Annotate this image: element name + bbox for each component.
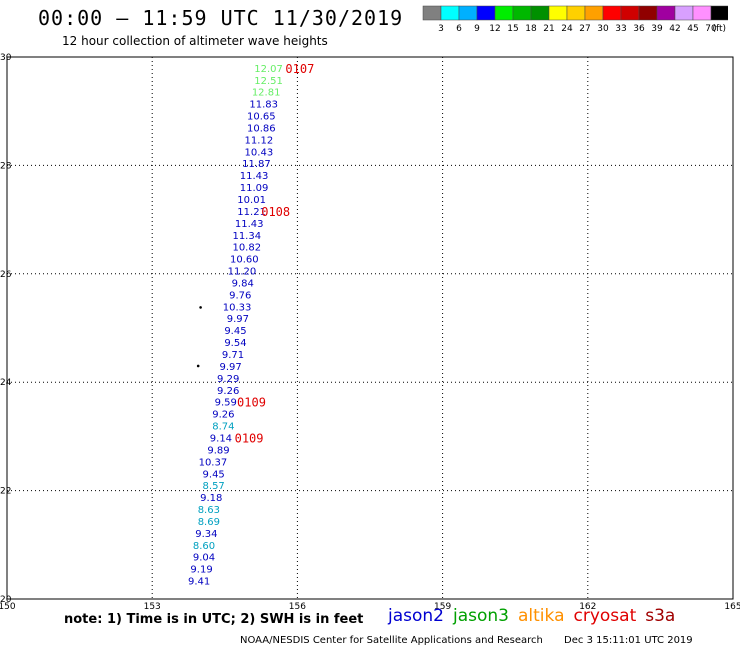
wave-height-label: 9.14 (210, 433, 232, 444)
wave-height-label: 11.12 (245, 135, 274, 146)
page-subtitle: 12 hour collection of altimeter wave hei… (62, 34, 328, 48)
colorbar-label: 9 (474, 24, 480, 33)
wave-height-label: 9.04 (193, 553, 215, 564)
wave-height-label: 9.76 (229, 290, 251, 301)
wave-height-label: 9.18 (200, 493, 222, 504)
wave-height-label: 10.37 (199, 457, 228, 468)
wave-height-label: 10.86 (247, 123, 276, 134)
wave-height-label: 9.97 (219, 362, 241, 373)
y-tick-label: 28 (0, 161, 12, 171)
wave-height-label: 12.81 (252, 88, 281, 99)
x-tick-label: 150 (0, 602, 16, 612)
wave-height-label: 11.43 (240, 171, 269, 182)
wave-height-label: 11.21 (237, 207, 266, 218)
wave-height-label: 9.29 (217, 374, 239, 385)
x-tick-label: 156 (289, 602, 306, 612)
wave-height-label: 9.26 (212, 410, 234, 421)
pass-time-label: 0109 (235, 431, 264, 445)
colorbar-label: 6 (456, 24, 462, 33)
legend-item-s3a: s3a (645, 606, 676, 626)
wave-height-label: 9.45 (203, 469, 225, 480)
colorbar-label: 70 (705, 24, 717, 33)
colorbar-unit: (ft) (712, 24, 726, 33)
pass-time-label: 0108 (261, 205, 290, 219)
wave-height-label: 10.60 (230, 255, 259, 266)
x-tick-label: 153 (144, 602, 161, 612)
generated-timestamp: Dec 3 15:11:01 UTC 2019 (564, 635, 693, 646)
wave-height-label: 9.26 (217, 386, 239, 397)
plot-frame (6, 56, 734, 600)
wave-height-label: 8.69 (198, 517, 220, 528)
colorbar-label: 33 (615, 24, 626, 33)
wave-height-label: 9.71 (222, 350, 244, 361)
wave-height-label: 9.19 (190, 565, 212, 576)
y-tick-label: 20 (0, 595, 12, 605)
wave-height-label: 11.34 (232, 231, 261, 242)
wave-height-label: 11.09 (240, 183, 269, 194)
wave-height-label: 12.51 (254, 76, 283, 87)
wave-height-label: 8.57 (203, 481, 225, 492)
wave-height-label: 10.82 (232, 243, 261, 254)
wave-height-label: 9.34 (195, 529, 217, 540)
wave-height-label: 9.97 (227, 314, 249, 325)
wave-height-label: 9.41 (188, 577, 210, 588)
legend-item-cryosat: cryosat (573, 606, 637, 626)
wave-height-label: 10.33 (223, 302, 252, 313)
wave-height-label: 10.43 (245, 147, 274, 158)
colorbar-swatch (710, 5, 728, 21)
colorbar-label: 18 (525, 24, 537, 33)
wave-height-label: 12.07 (254, 64, 283, 75)
colorbar-label: 36 (633, 24, 645, 33)
wave-height-label: 9.84 (232, 278, 254, 289)
land-point-marker (199, 306, 202, 309)
colorbar-label: 27 (579, 24, 590, 33)
wave-height-label: 10.65 (247, 112, 276, 123)
land-point-marker (196, 364, 200, 368)
colorbar-label: 24 (561, 24, 573, 33)
credit-text: NOAA/NESDIS Center for Satellite Applica… (240, 635, 543, 646)
wave-height-label: 8.60 (193, 541, 215, 552)
colorbar-label: 3 (438, 24, 444, 33)
pass-time-label: 0107 (285, 62, 314, 76)
x-tick-label: 159 (434, 602, 451, 612)
wave-height-label: 11.87 (242, 159, 271, 170)
wave-height-chart: 150 153 156 159 162 165 20 22 24 26 28 30 12.0712.51… (0, 53, 740, 612)
colorbar-label: 12 (489, 24, 500, 33)
colorbar-label: 15 (507, 24, 518, 33)
x-tick-label: 162 (579, 602, 596, 612)
wave-height-label: 10.01 (237, 195, 266, 206)
wave-height-label: 9.54 (224, 338, 246, 349)
y-tick-label: 30 (0, 53, 12, 63)
page-title: 00:00 – 11:59 UTC 11/30/2019 (38, 6, 404, 30)
wave-height-label: 11.20 (228, 267, 257, 278)
colorbar-label: 45 (687, 24, 698, 33)
wave-height-label: 11.83 (249, 100, 278, 111)
footer-note: note: 1) Time is in UTC; 2) SWH is in fe… (64, 612, 364, 627)
y-tick-label: 26 (0, 270, 12, 280)
wave-height-label: 8.63 (198, 505, 220, 516)
credit-line: NOAA/NESDIS Center for Satellite Applica… (240, 635, 693, 646)
wave-height-label: 8.74 (212, 422, 234, 433)
wave-height-label: 11.43 (235, 219, 264, 230)
y-tick-label: 24 (0, 378, 12, 388)
y-tick-label: 22 (0, 487, 11, 497)
wave-height-label: 9.89 (207, 445, 229, 456)
legend-item-jason3: jason3 (453, 606, 509, 626)
wave-height-label: 9.45 (224, 326, 246, 337)
colorbar-label: 42 (669, 24, 680, 33)
colorbar-label: 30 (597, 24, 609, 33)
pass-time-label: 0109 (237, 396, 266, 410)
colorbar-label: 21 (543, 24, 554, 33)
wave-height-label: 9.59 (215, 398, 237, 409)
legend-item-altika: altika (518, 606, 565, 626)
satellite-legend: jason2 jason3 altika cryosat s3a (388, 606, 684, 626)
color-scale-legend: 3 6 9 12 15 18 21 24 27 30 33 36 39 42 45 70(ft) (422, 5, 728, 33)
legend-item-jason2: jason2 (388, 606, 444, 626)
colorbar-label: 39 (651, 24, 663, 33)
x-tick-label: 165 (724, 602, 740, 612)
